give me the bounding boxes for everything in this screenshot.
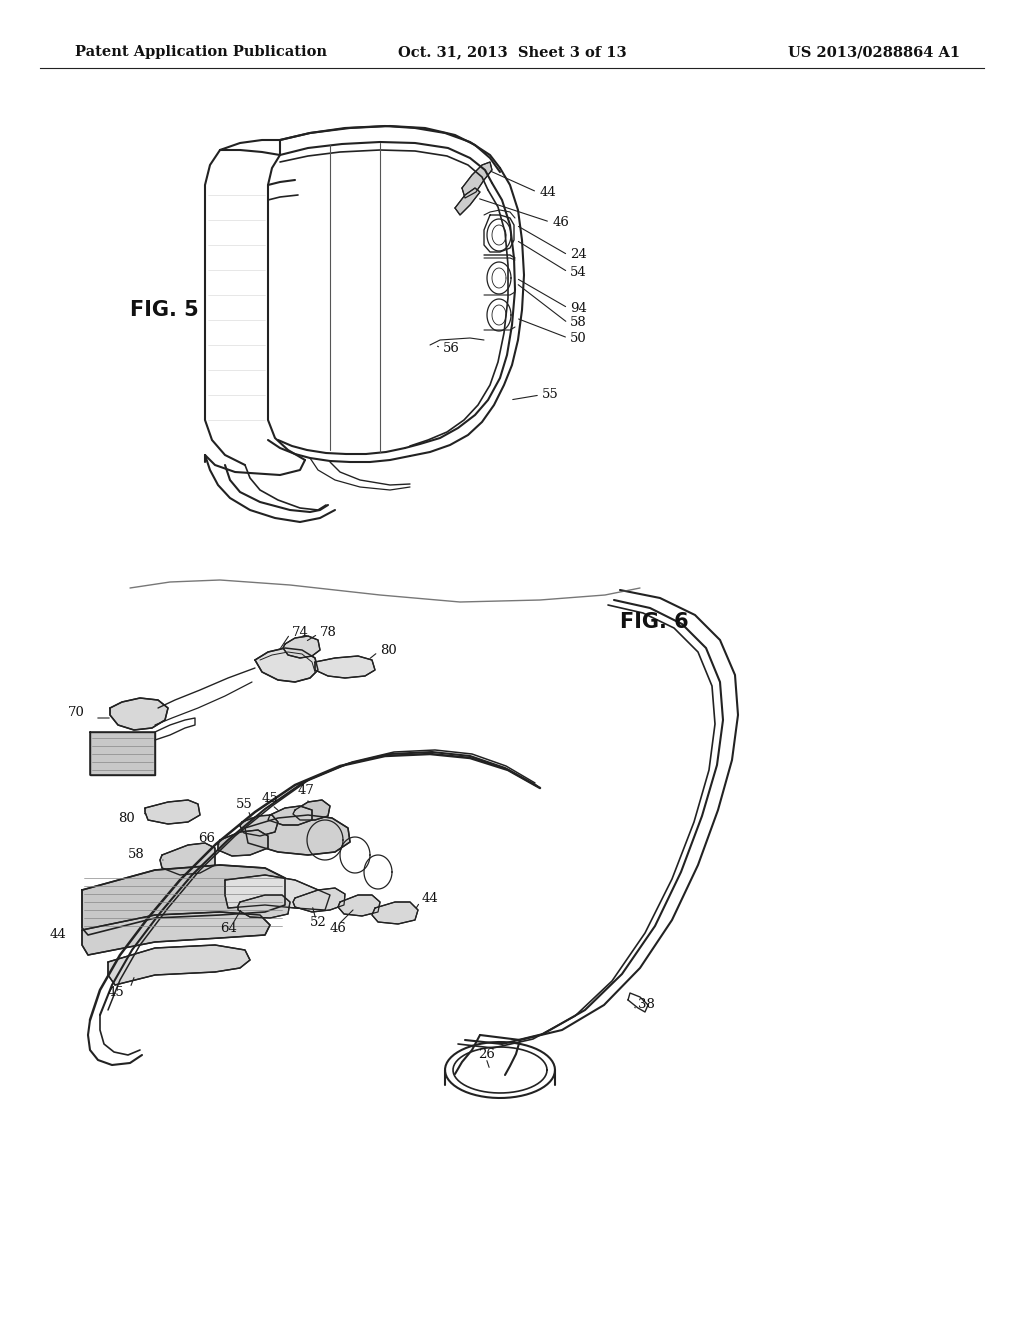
Text: 58: 58 <box>570 317 587 330</box>
Text: 55: 55 <box>236 799 253 812</box>
Polygon shape <box>82 912 270 954</box>
Text: 56: 56 <box>443 342 460 355</box>
Polygon shape <box>455 187 480 215</box>
Polygon shape <box>245 814 350 855</box>
Text: Oct. 31, 2013  Sheet 3 of 13: Oct. 31, 2013 Sheet 3 of 13 <box>397 45 627 59</box>
Text: 38: 38 <box>638 998 655 1011</box>
Text: 74: 74 <box>292 626 309 639</box>
Polygon shape <box>462 162 492 198</box>
Polygon shape <box>110 698 168 730</box>
Polygon shape <box>108 945 250 985</box>
Polygon shape <box>293 800 330 820</box>
Text: 44: 44 <box>422 891 438 904</box>
Text: 47: 47 <box>298 784 314 796</box>
Text: 44: 44 <box>540 186 557 198</box>
Text: 26: 26 <box>478 1048 495 1061</box>
Text: 70: 70 <box>68 705 85 718</box>
Polygon shape <box>315 656 375 678</box>
Text: 64: 64 <box>220 921 237 935</box>
Text: 24: 24 <box>570 248 587 261</box>
Text: 54: 54 <box>570 265 587 279</box>
Polygon shape <box>268 807 312 825</box>
Polygon shape <box>293 888 345 912</box>
Text: 45: 45 <box>262 792 279 804</box>
Text: US 2013/0288864 A1: US 2013/0288864 A1 <box>787 45 961 59</box>
Text: 50: 50 <box>570 331 587 345</box>
Text: 80: 80 <box>118 812 135 825</box>
Polygon shape <box>240 814 278 836</box>
Text: 55: 55 <box>542 388 559 401</box>
Text: FIG. 5: FIG. 5 <box>130 300 199 319</box>
Polygon shape <box>145 800 200 824</box>
Text: 46: 46 <box>553 215 570 228</box>
Polygon shape <box>283 636 319 657</box>
Polygon shape <box>82 865 285 935</box>
Polygon shape <box>338 895 380 916</box>
Polygon shape <box>238 895 290 917</box>
Text: Patent Application Publication: Patent Application Publication <box>75 45 327 59</box>
Text: FIG. 6: FIG. 6 <box>620 612 688 632</box>
Text: 44: 44 <box>50 928 67 941</box>
Polygon shape <box>218 830 268 855</box>
Text: 52: 52 <box>310 916 327 928</box>
Polygon shape <box>90 733 155 775</box>
Text: 58: 58 <box>128 849 144 862</box>
Polygon shape <box>225 875 330 909</box>
Polygon shape <box>255 648 318 682</box>
Polygon shape <box>160 843 215 875</box>
Text: 66: 66 <box>198 832 215 845</box>
Text: 94: 94 <box>570 301 587 314</box>
Polygon shape <box>372 902 418 924</box>
Text: 45: 45 <box>108 986 125 998</box>
Text: 80: 80 <box>380 644 396 656</box>
Text: 78: 78 <box>319 626 337 639</box>
Text: 46: 46 <box>330 921 347 935</box>
